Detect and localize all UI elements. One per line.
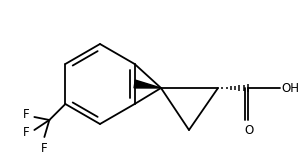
Polygon shape [134, 80, 161, 88]
Text: O: O [244, 124, 253, 137]
Text: F: F [41, 142, 48, 155]
Text: F: F [23, 109, 29, 121]
Text: OH: OH [281, 81, 299, 94]
Text: F: F [23, 125, 29, 138]
